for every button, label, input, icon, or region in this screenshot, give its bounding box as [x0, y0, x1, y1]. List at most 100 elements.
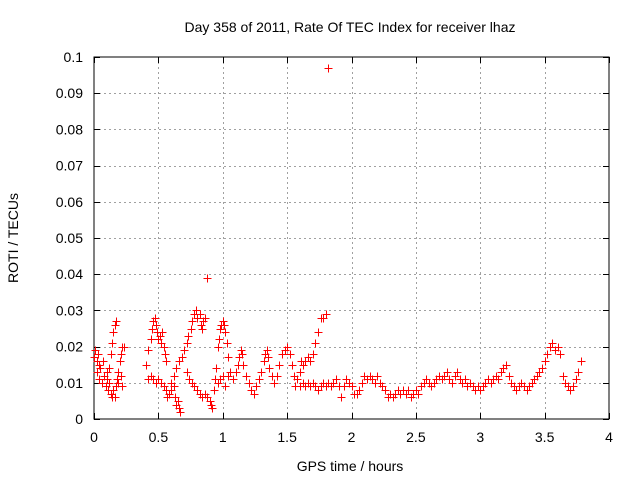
data-point: [237, 346, 246, 355]
data-point: [523, 386, 532, 395]
data-point: [174, 397, 183, 406]
data-point: [299, 361, 308, 370]
data-point: [187, 325, 196, 334]
data-point: [414, 390, 423, 399]
plot-frame: [93, 56, 610, 420]
y-tick-label: 0.07: [56, 158, 83, 174]
data-point: [257, 368, 266, 377]
data-point: [255, 375, 264, 384]
data-point: [245, 379, 254, 388]
x-tick-label: 0: [90, 429, 98, 445]
data-point: [152, 321, 161, 330]
data-point: [203, 274, 212, 283]
y-tick-label: 0.03: [56, 302, 83, 318]
data-point: [151, 314, 160, 323]
data-point: [167, 379, 176, 388]
data-point: [99, 357, 108, 366]
data-point: [105, 364, 114, 373]
data-point: [214, 343, 223, 352]
data-point: [224, 353, 233, 362]
data-point: [348, 382, 357, 391]
data-point: [340, 382, 349, 391]
data-point: [214, 379, 223, 388]
data-point: [229, 375, 238, 384]
data-point: [574, 368, 583, 377]
data-point: [541, 357, 550, 366]
data-point: [273, 372, 282, 381]
data-point: [178, 353, 187, 362]
data-point: [332, 375, 341, 384]
tick-layer: 0 0.5 1 1.5 2 2.5 3 3.5 4 0 0.01 0.02 0.03 0.04 0.05 0.…: [56, 49, 613, 445]
data-point: [353, 390, 362, 399]
data-point: [216, 325, 225, 334]
data-point: [196, 310, 205, 319]
data-point: [554, 343, 563, 352]
data-point: [215, 335, 224, 344]
data-point: [103, 368, 112, 377]
y-tick-label: 0.09: [56, 85, 83, 101]
data-point: [430, 379, 439, 388]
data-point: [548, 339, 557, 348]
x-tick-label: 4: [605, 429, 613, 445]
data-point: [221, 382, 230, 391]
data-point: [306, 357, 315, 366]
data-point: [120, 343, 129, 352]
data-point: [162, 357, 171, 366]
data-point: [311, 339, 320, 348]
y-tick-label: 0.08: [56, 121, 83, 137]
data-point: [448, 379, 457, 388]
data-point: [170, 372, 179, 381]
y-tick-label: 0.05: [56, 230, 83, 246]
data-point: [212, 364, 221, 373]
data-point: [381, 386, 390, 395]
x-tick-label: 1: [219, 429, 227, 445]
data-point: [165, 390, 174, 399]
data-point: [158, 328, 167, 337]
data-point: [487, 379, 496, 388]
data-point: [111, 321, 120, 330]
data-point: [324, 64, 333, 73]
grid-layer: [94, 57, 609, 419]
data-point: [188, 317, 197, 326]
data-point: [505, 372, 514, 381]
data-point: [238, 350, 247, 359]
data-point: [337, 393, 346, 402]
data-point: [242, 372, 251, 381]
x-tick-label: 3: [476, 429, 484, 445]
data-point: [192, 306, 201, 315]
data-point: [111, 393, 120, 402]
y-tick-label: 0: [75, 411, 83, 427]
data-point: [112, 317, 121, 326]
data-point: [286, 350, 295, 359]
data-point: [373, 372, 382, 381]
data-point: [322, 310, 331, 319]
data-point: [184, 332, 193, 341]
data-point: [538, 364, 547, 373]
data-point: [451, 372, 460, 381]
data-point: [546, 343, 555, 352]
y-tick-label: 0.04: [56, 266, 83, 282]
data-point: [296, 368, 305, 377]
data-point: [275, 361, 284, 370]
x-tick-label: 2: [348, 429, 356, 445]
data-point: [94, 350, 103, 359]
data-point: [224, 372, 233, 381]
data-point: [412, 386, 421, 395]
data-point: [314, 328, 323, 337]
data-point: [183, 339, 192, 348]
data-point: [232, 368, 241, 377]
data-point: [117, 372, 126, 381]
data-point: [148, 325, 157, 334]
data-point: [116, 357, 125, 366]
data-point: [160, 382, 169, 391]
points-layer: [90, 64, 586, 417]
y-axis-label: ROTI / TECUs: [5, 193, 21, 283]
data-point: [198, 325, 207, 334]
data-point: [147, 335, 156, 344]
x-tick-label: 2.5: [406, 429, 426, 445]
data-point: [494, 375, 503, 384]
data-point: [252, 382, 261, 391]
data-point: [283, 343, 292, 352]
data-point: [453, 368, 462, 377]
data-point: [161, 350, 170, 359]
